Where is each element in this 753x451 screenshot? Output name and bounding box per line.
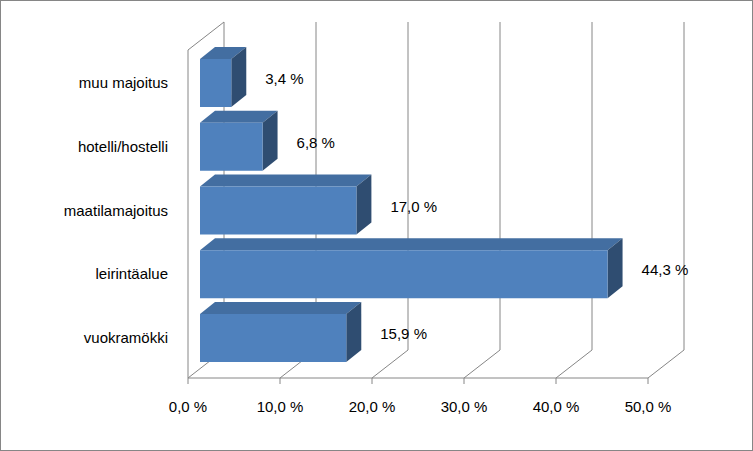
category-label: maatilamajoitus [64, 202, 168, 219]
tick-label: 50,0 % [625, 398, 672, 415]
x-axis-line [188, 378, 648, 379]
grid-line [500, 22, 501, 350]
bar-side [346, 302, 361, 362]
tick-label: 10,0 % [257, 398, 304, 415]
tick-label: 40,0 % [533, 398, 580, 415]
data-label: 44,3 % [642, 261, 689, 278]
grid-line [408, 22, 409, 350]
data-label: 6,8 % [297, 134, 335, 151]
floor-line [464, 350, 500, 378]
bar-group [200, 238, 623, 298]
bar [200, 314, 346, 362]
bar-side [356, 175, 371, 235]
tick-mark [648, 378, 649, 384]
bar-group [200, 175, 371, 235]
bar [200, 250, 608, 298]
left-wall-front [188, 50, 189, 378]
tick-label: 0,0 % [169, 398, 207, 415]
tick-mark [372, 378, 373, 384]
floor-line [556, 350, 592, 378]
bar-top [200, 175, 371, 187]
bar [200, 123, 263, 171]
category-label: leirintäalue [95, 265, 168, 282]
grid-line [592, 22, 593, 350]
bar-side [608, 238, 623, 298]
floor-line [648, 350, 684, 378]
category-label: muu majoitus [79, 74, 168, 91]
bar [200, 187, 356, 235]
chart-svg: 0,0 % 10,0 % 20,0 % 30,0 % 40,0 % 50,0 % vuokr… [0, 0, 753, 451]
tick-label: 20,0 % [349, 398, 396, 415]
tick-label: 30,0 % [441, 398, 488, 415]
bar-side [263, 111, 278, 171]
grid-line [684, 22, 685, 350]
floor-line [372, 350, 408, 378]
tick-mark [464, 378, 465, 384]
bar-side [231, 47, 246, 107]
tick-mark [188, 378, 189, 384]
chart-border [1, 1, 753, 451]
bar [200, 59, 231, 107]
tick-mark [556, 378, 557, 384]
category-label: vuokramökki [84, 329, 168, 346]
data-label: 15,9 % [380, 325, 427, 342]
category-label: hotelli/hostelli [78, 138, 168, 155]
chart-container: 0,0 % 10,0 % 20,0 % 30,0 % 40,0 % 50,0 % vuokr… [0, 0, 753, 451]
data-label: 3,4 % [265, 70, 303, 87]
bar-group [200, 111, 278, 171]
bars [200, 47, 623, 362]
bar-group [200, 302, 361, 362]
grid [188, 22, 684, 384]
data-label: 17,0 % [390, 198, 437, 215]
tick-mark [280, 378, 281, 384]
bar-top [200, 238, 623, 250]
left-wall-top [188, 22, 224, 50]
bar-top [200, 302, 361, 314]
bar-group [200, 47, 246, 107]
